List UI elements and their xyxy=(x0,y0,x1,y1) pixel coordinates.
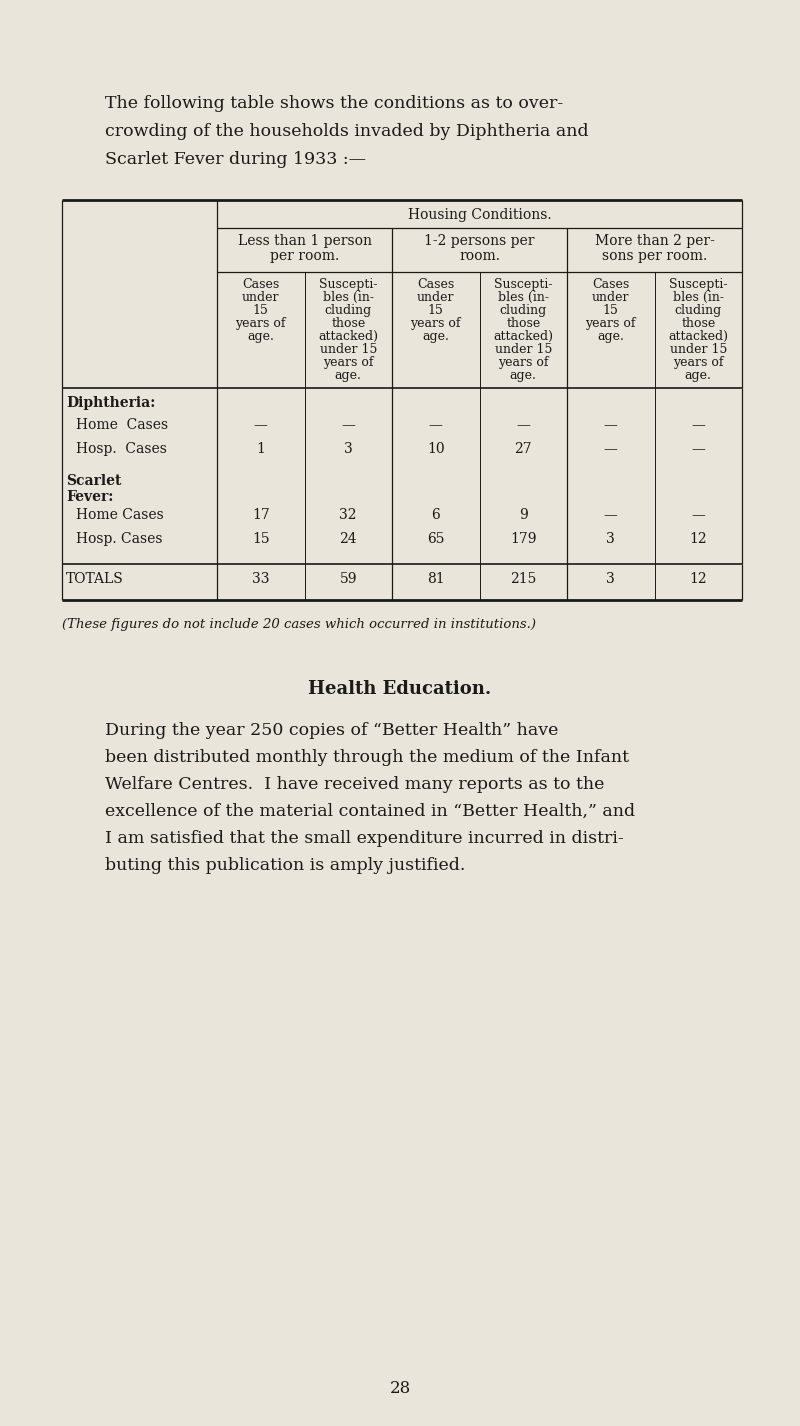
Text: —: — xyxy=(691,508,705,522)
Text: 65: 65 xyxy=(427,532,445,546)
Text: under: under xyxy=(417,291,454,304)
Text: attacked): attacked) xyxy=(494,329,554,344)
Text: Hosp. Cases: Hosp. Cases xyxy=(76,532,162,546)
Text: cluding: cluding xyxy=(674,304,722,317)
Text: cluding: cluding xyxy=(500,304,547,317)
Text: Health Education.: Health Education. xyxy=(308,680,492,697)
Text: —: — xyxy=(604,508,618,522)
Text: —: — xyxy=(429,418,442,432)
Text: Home  Cases: Home Cases xyxy=(76,418,168,432)
Text: Cases: Cases xyxy=(417,278,454,291)
Text: 15: 15 xyxy=(253,304,269,317)
Text: Scarlet Fever during 1933 :—: Scarlet Fever during 1933 :— xyxy=(105,151,366,168)
Text: age.: age. xyxy=(685,369,712,382)
Text: attacked): attacked) xyxy=(668,329,728,344)
Text: —: — xyxy=(604,418,618,432)
Text: years of: years of xyxy=(673,356,723,369)
Text: years of: years of xyxy=(410,317,461,329)
Text: cluding: cluding xyxy=(325,304,372,317)
Text: years of: years of xyxy=(323,356,374,369)
Text: More than 2 per-: More than 2 per- xyxy=(594,234,714,248)
Text: 1-2 persons per: 1-2 persons per xyxy=(424,234,534,248)
Text: 15: 15 xyxy=(252,532,270,546)
Text: 59: 59 xyxy=(339,572,357,586)
Text: crowding of the households invaded by Diphtheria and: crowding of the households invaded by Di… xyxy=(105,123,589,140)
Text: The following table shows the conditions as to over-: The following table shows the conditions… xyxy=(105,96,563,113)
Text: 17: 17 xyxy=(252,508,270,522)
Text: bles (in-: bles (in- xyxy=(322,291,374,304)
Text: age.: age. xyxy=(598,329,624,344)
Text: TOTALS: TOTALS xyxy=(66,572,124,586)
Text: per room.: per room. xyxy=(270,250,339,262)
Text: years of: years of xyxy=(235,317,286,329)
Text: those: those xyxy=(331,317,366,329)
Text: —: — xyxy=(516,418,530,432)
Text: (These figures do not include 20 cases which occurred in institutions.): (These figures do not include 20 cases w… xyxy=(62,617,536,630)
Text: under 15: under 15 xyxy=(494,344,552,356)
Text: 6: 6 xyxy=(431,508,440,522)
Text: 3: 3 xyxy=(606,532,615,546)
Text: Suscepti-: Suscepti- xyxy=(319,278,378,291)
Text: —: — xyxy=(342,418,355,432)
Text: Suscepti-: Suscepti- xyxy=(669,278,727,291)
Text: 1: 1 xyxy=(256,442,265,456)
Text: 81: 81 xyxy=(427,572,445,586)
Text: excellence of the material contained in “Better Health,” and: excellence of the material contained in … xyxy=(105,803,635,820)
Text: age.: age. xyxy=(247,329,274,344)
Text: 28: 28 xyxy=(390,1380,410,1397)
Text: —: — xyxy=(254,418,268,432)
Text: 15: 15 xyxy=(428,304,444,317)
Text: under 15: under 15 xyxy=(670,344,727,356)
Text: Home Cases: Home Cases xyxy=(76,508,164,522)
Text: those: those xyxy=(506,317,540,329)
Text: Housing Conditions.: Housing Conditions. xyxy=(408,208,551,222)
Text: age.: age. xyxy=(510,369,537,382)
Text: years of: years of xyxy=(586,317,636,329)
Text: Scarlet: Scarlet xyxy=(66,473,122,488)
Text: During the year 250 copies of “Better Health” have: During the year 250 copies of “Better He… xyxy=(105,722,558,739)
Text: those: those xyxy=(681,317,715,329)
Text: bles (in-: bles (in- xyxy=(673,291,724,304)
Text: —: — xyxy=(691,442,705,456)
Text: 179: 179 xyxy=(510,532,537,546)
Text: 27: 27 xyxy=(514,442,532,456)
Text: age.: age. xyxy=(335,369,362,382)
Text: under: under xyxy=(242,291,279,304)
Text: Less than 1 person: Less than 1 person xyxy=(238,234,371,248)
Text: 33: 33 xyxy=(252,572,270,586)
Text: Cases: Cases xyxy=(242,278,279,291)
Text: under: under xyxy=(592,291,630,304)
Text: 3: 3 xyxy=(344,442,353,456)
Text: Fever:: Fever: xyxy=(66,491,114,503)
Text: 15: 15 xyxy=(603,304,618,317)
Text: Welfare Centres.  I have received many reports as to the: Welfare Centres. I have received many re… xyxy=(105,776,604,793)
Text: 24: 24 xyxy=(339,532,357,546)
Text: 12: 12 xyxy=(690,532,707,546)
Text: 9: 9 xyxy=(519,508,528,522)
Text: age.: age. xyxy=(422,329,449,344)
Text: 12: 12 xyxy=(690,572,707,586)
Text: 3: 3 xyxy=(606,572,615,586)
Text: Hosp.  Cases: Hosp. Cases xyxy=(76,442,167,456)
Text: Cases: Cases xyxy=(592,278,630,291)
Text: —: — xyxy=(691,418,705,432)
Text: sons per room.: sons per room. xyxy=(602,250,707,262)
Text: been distributed monthly through the medium of the Infant: been distributed monthly through the med… xyxy=(105,749,629,766)
Text: room.: room. xyxy=(459,250,500,262)
Text: 32: 32 xyxy=(339,508,357,522)
Text: I am satisfied that the small expenditure incurred in distri-: I am satisfied that the small expenditur… xyxy=(105,830,624,847)
Text: Diphtheria:: Diphtheria: xyxy=(66,396,155,411)
Text: bles (in-: bles (in- xyxy=(498,291,549,304)
Text: under 15: under 15 xyxy=(319,344,377,356)
Text: Suscepti-: Suscepti- xyxy=(494,278,553,291)
Text: attacked): attacked) xyxy=(318,329,378,344)
Text: years of: years of xyxy=(498,356,549,369)
Text: 215: 215 xyxy=(510,572,537,586)
Text: buting this publication is amply justified.: buting this publication is amply justifi… xyxy=(105,857,466,874)
Text: 10: 10 xyxy=(427,442,445,456)
Text: —: — xyxy=(604,442,618,456)
